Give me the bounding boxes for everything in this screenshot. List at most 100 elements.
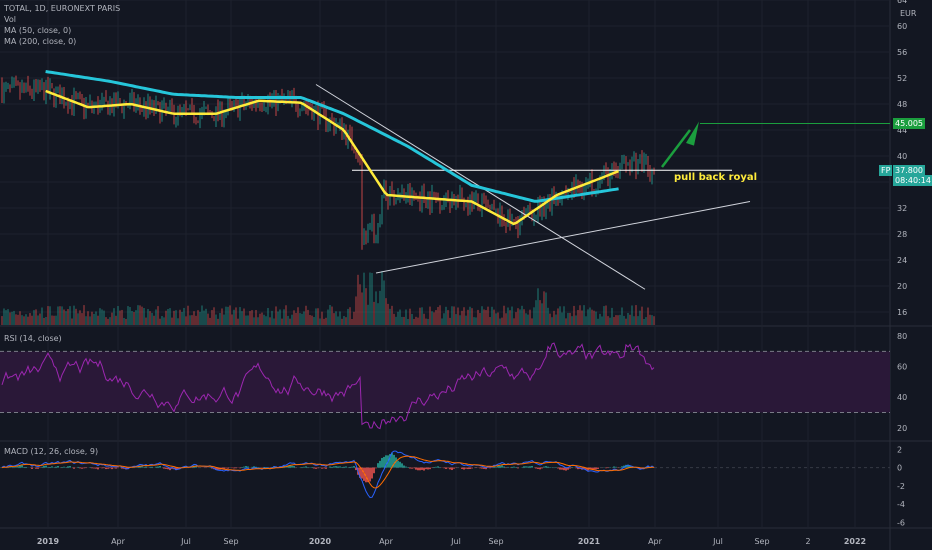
- macd-histogram-bar: [469, 467, 471, 470]
- volume-bar: [357, 274, 359, 325]
- macd-histogram-bar: [561, 467, 563, 470]
- last-price-tag: 37.800: [893, 165, 925, 176]
- macd-histogram-bar: [329, 466, 331, 468]
- macd-histogram-bar: [393, 454, 395, 468]
- volume-bar: [121, 309, 123, 325]
- volume-bar: [285, 305, 287, 325]
- volume-bar: [433, 312, 435, 325]
- volume-bar: [77, 313, 79, 325]
- volume-bar: [81, 313, 83, 325]
- volume-bar: [413, 318, 415, 325]
- macd-histogram-bar: [339, 466, 341, 468]
- volume-bar: [619, 314, 621, 325]
- price-tick-label: 24: [897, 256, 907, 265]
- volume-bar: [453, 306, 455, 325]
- volume-bar: [515, 312, 517, 325]
- macd-histogram-bar: [195, 466, 197, 468]
- volume-bar: [219, 313, 221, 325]
- macd-histogram-bar: [483, 467, 485, 469]
- volume-bar: [39, 313, 41, 325]
- macd-histogram-bar: [507, 466, 509, 468]
- volume-bar: [287, 315, 289, 325]
- volume-bar: [541, 303, 543, 325]
- macd-tick-label: 2: [897, 445, 902, 454]
- volume-bar: [443, 313, 445, 325]
- rsi-legend[interactable]: RSI (14, close): [4, 334, 62, 343]
- macd-histogram-bar: [415, 467, 417, 470]
- ma200-legend[interactable]: MA (200, close, 0): [4, 37, 77, 46]
- volume-bar: [97, 315, 99, 325]
- macd-histogram-bar: [447, 467, 449, 469]
- volume-bar: [517, 308, 519, 325]
- volume-bar: [47, 306, 49, 325]
- macd-histogram-bar: [563, 467, 565, 471]
- volume-bar: [253, 317, 255, 325]
- volume-bar: [59, 306, 61, 325]
- volume-bar: [203, 310, 205, 325]
- volume-bar: [273, 318, 275, 325]
- time-axis[interactable]: 2019 Apr Jul Sep 2020 Apr Jul Sep 2021 Apr Jul Sep 2…: [37, 537, 866, 546]
- macd-histogram-bar: [177, 467, 179, 470]
- macd-histogram-bar: [247, 466, 249, 468]
- currency-label[interactable]: EUR: [898, 8, 919, 19]
- volume-bar: [205, 308, 207, 325]
- macd-histogram-bar: [413, 467, 415, 469]
- macd-histogram-bar: [31, 467, 33, 469]
- macd-histogram-bar: [511, 466, 513, 468]
- volume-bar: [595, 311, 597, 325]
- macd-histogram-bar: [345, 466, 347, 468]
- volume-bar: [161, 316, 163, 325]
- macd-histogram-bar: [531, 465, 533, 468]
- volume-bar: [409, 308, 411, 325]
- ma50-legend[interactable]: MA (50, close, 0): [4, 26, 72, 35]
- volume-bar: [241, 311, 243, 325]
- volume-bar: [473, 317, 475, 325]
- volume-bar: [11, 311, 13, 325]
- volume-bar: [145, 317, 147, 325]
- volume-bar: [75, 308, 77, 325]
- volume-bar: [639, 310, 641, 325]
- macd-histogram-bar: [343, 466, 345, 468]
- volume-bar: [521, 305, 523, 325]
- macd-histogram-bar: [639, 467, 641, 470]
- volume-bar: [71, 318, 73, 325]
- macd-histogram-bar: [467, 467, 469, 470]
- macd-histogram-bar: [303, 466, 305, 468]
- macd-histogram-bar: [15, 466, 17, 468]
- volume-bar: [259, 313, 261, 325]
- macd-histogram-bar: [449, 467, 451, 470]
- volume-bar: [385, 298, 387, 325]
- macd-tick-label: 0: [897, 464, 902, 473]
- volume-bar: [553, 310, 555, 325]
- volume-bar: [7, 309, 9, 325]
- volume-bar: [331, 306, 333, 325]
- macd-histogram-bar: [549, 467, 551, 468]
- volume-bar: [459, 315, 461, 325]
- macd-histogram-bar: [397, 460, 399, 468]
- volume-bar: [427, 318, 429, 325]
- volume-bar: [549, 313, 551, 325]
- symbol-title[interactable]: TOTAL, 1D, EURONEXT PARIS: [4, 4, 121, 13]
- macd-histogram-bar: [223, 467, 225, 470]
- volume-bar: [9, 312, 11, 325]
- volume-bar: [405, 309, 407, 325]
- volume-bar: [25, 314, 27, 325]
- volume-bar: [629, 314, 631, 325]
- macd-histogram-bar: [167, 467, 169, 470]
- time-tick-label: Sep: [223, 537, 238, 546]
- volume-bar: [551, 317, 553, 325]
- macd-histogram-bar: [629, 465, 631, 468]
- macd-legend[interactable]: MACD (12, 26, close, 9): [4, 447, 99, 456]
- vol-legend[interactable]: Vol: [4, 15, 16, 24]
- macd-histogram-bar: [465, 467, 467, 469]
- rsi-tick-label: 40: [897, 393, 907, 402]
- macd-histogram-bar: [55, 466, 57, 468]
- volume-bar: [347, 308, 349, 325]
- volume-bar: [107, 318, 109, 325]
- price-axis[interactable]: 646056524844403632282420168060402020-2-4…: [897, 0, 907, 527]
- macd-histogram-bar: [565, 467, 567, 471]
- volume-bar: [175, 310, 177, 325]
- macd-histogram-bar: [421, 467, 423, 470]
- volume-bar: [171, 317, 173, 325]
